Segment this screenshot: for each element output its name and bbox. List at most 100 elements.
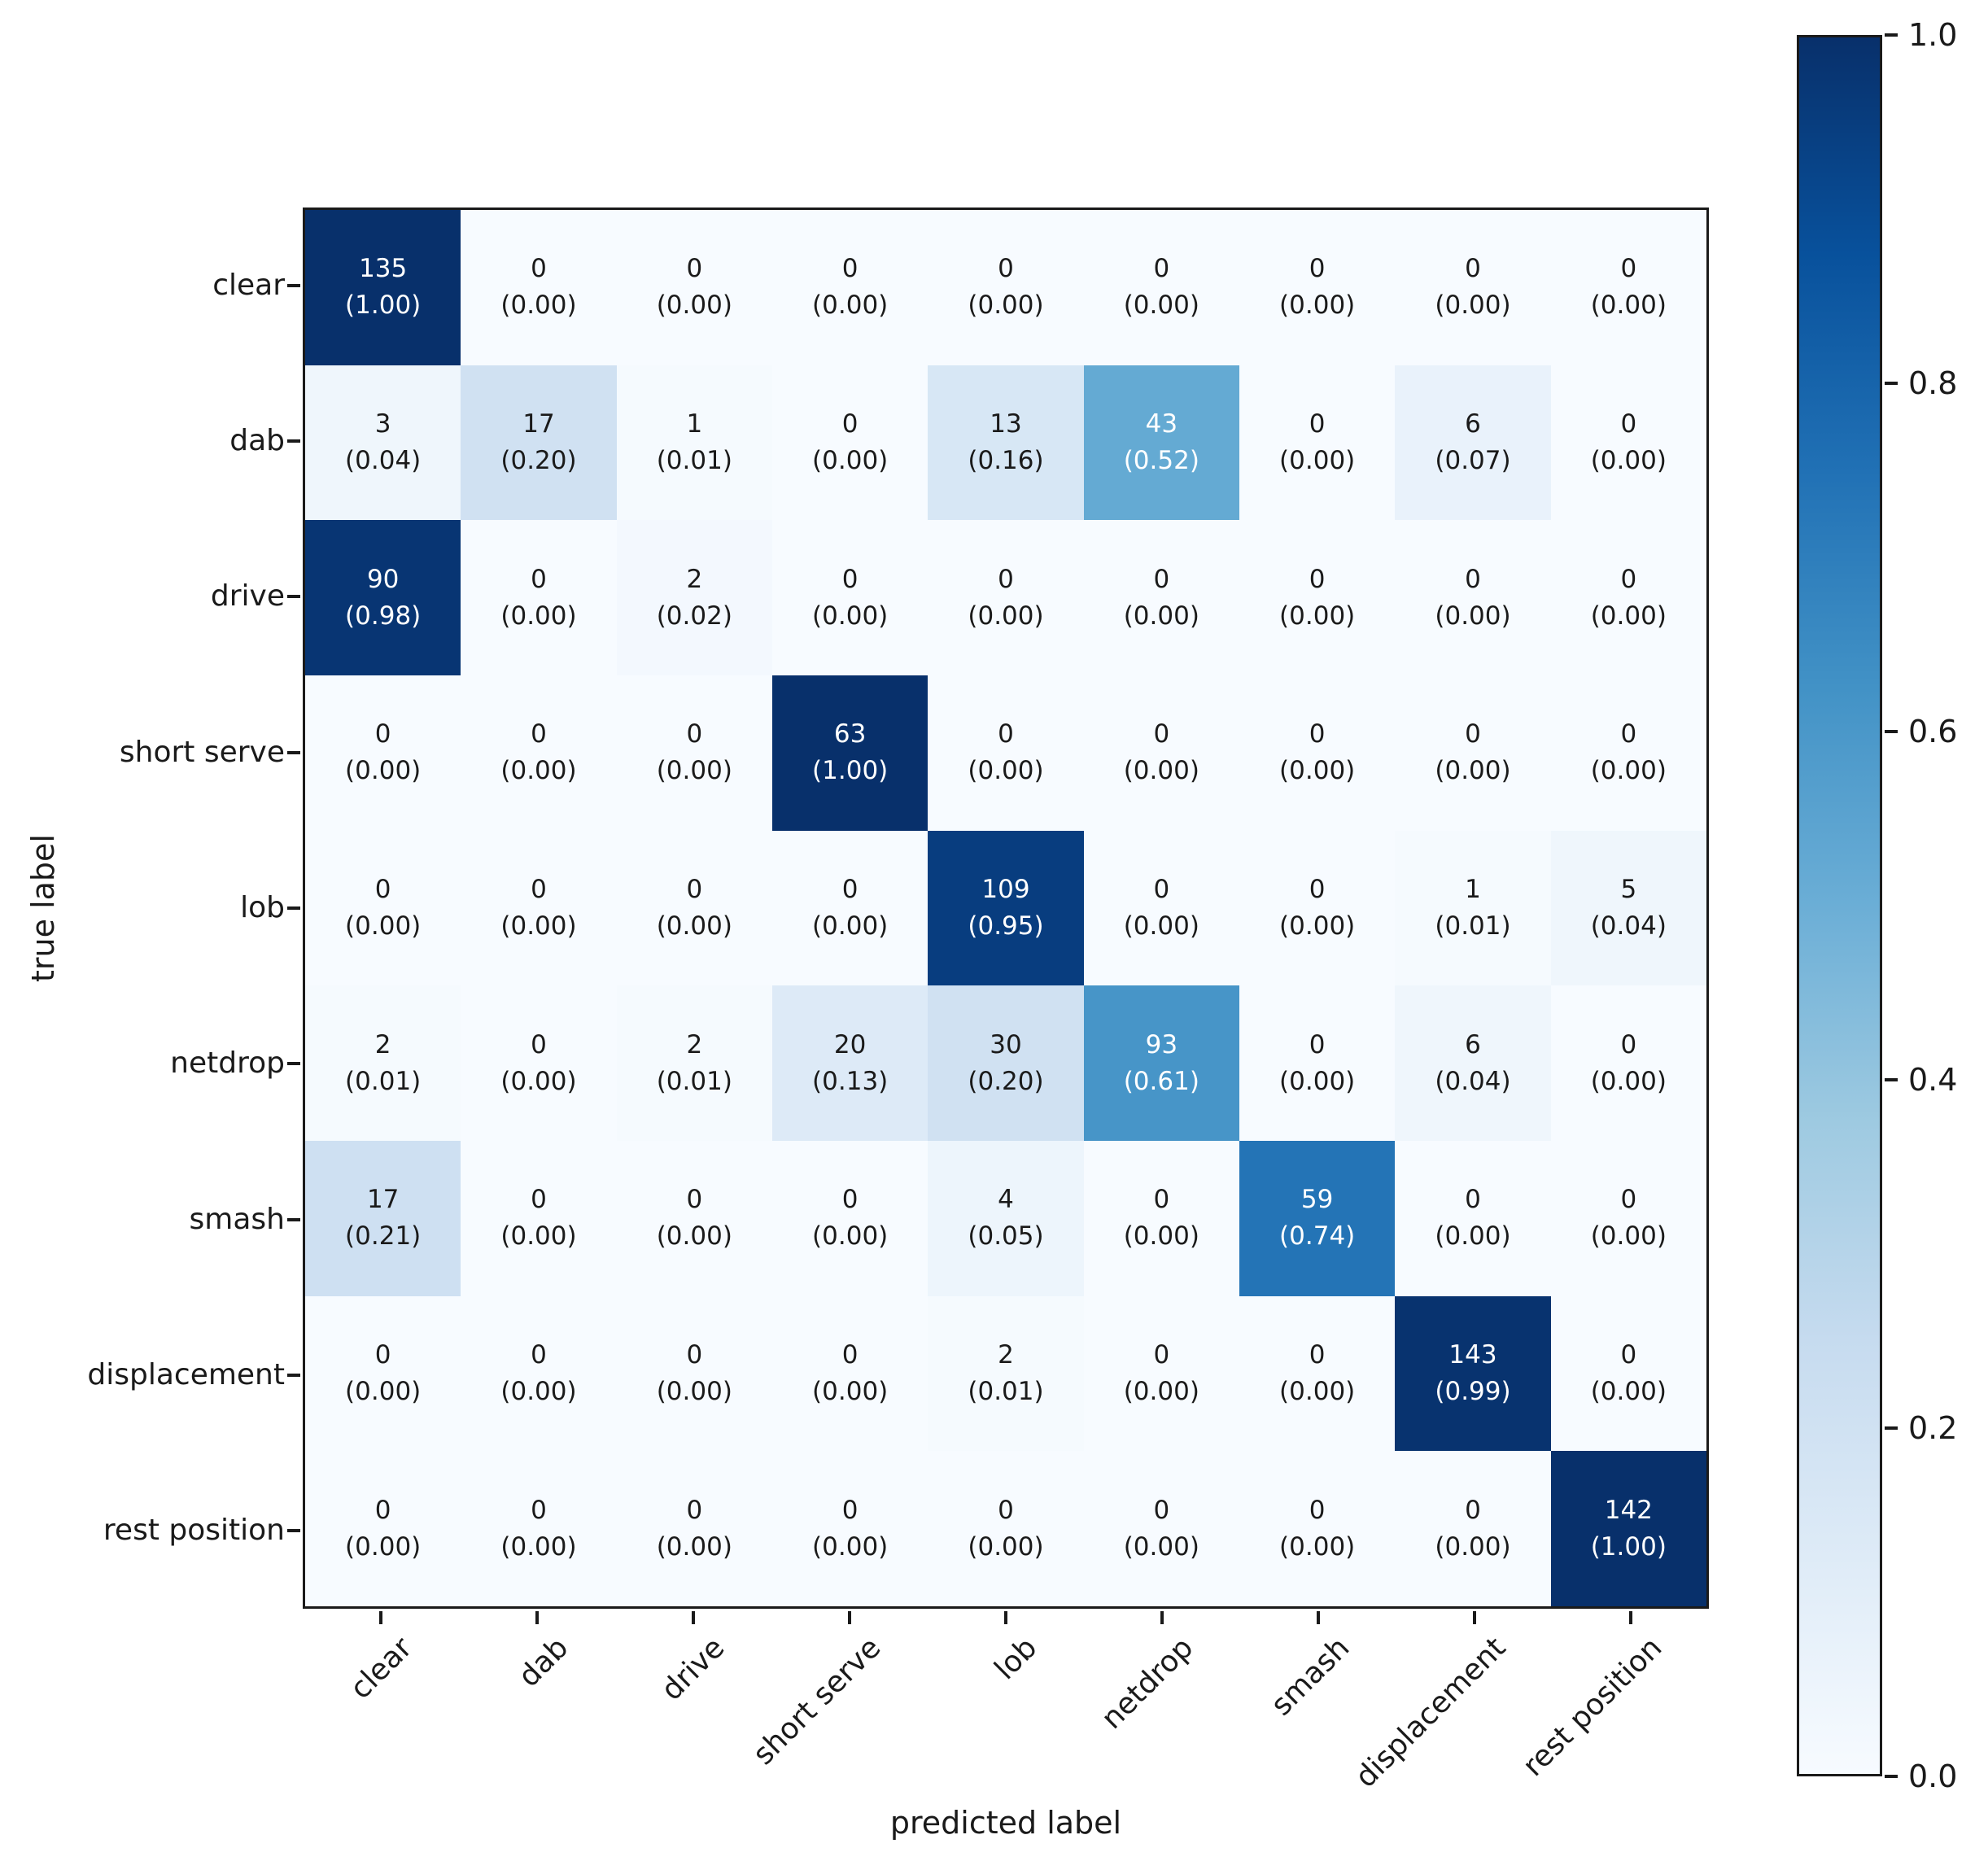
cell-count: 0: [1465, 564, 1481, 594]
matrix-cell: 0 (0.00): [1083, 675, 1239, 831]
matrix-cell: 0 (0.00): [461, 985, 617, 1141]
matrix-cell: 2 (0.01): [616, 985, 772, 1141]
cell-count: 0: [1620, 564, 1637, 594]
cell-count: 0: [1153, 719, 1170, 749]
cell-ratio: (0.00): [500, 1376, 577, 1406]
matrix-cell: 109 (0.95): [928, 830, 1084, 986]
y-tick: [287, 283, 300, 287]
matrix-cell: 0 (0.00): [1239, 1295, 1396, 1452]
y-tick: [287, 439, 300, 443]
cell-count: 0: [1153, 874, 1170, 904]
cell-count: 4: [998, 1185, 1014, 1215]
cell-ratio: (0.01): [968, 1376, 1044, 1406]
cell-ratio: (0.00): [1279, 756, 1356, 786]
cell-ratio: (0.04): [1590, 911, 1667, 941]
cell-count: 0: [841, 1495, 859, 1525]
cell-ratio: (0.95): [968, 911, 1044, 941]
y-tick-label: netdrop: [170, 1046, 285, 1081]
matrix-cell: 0 (0.00): [771, 210, 928, 365]
cell-count: 17: [366, 1185, 400, 1215]
matrix-cell: 0 (0.00): [1239, 520, 1396, 675]
cell-ratio: (0.00): [500, 1066, 577, 1096]
cell-count: 0: [1309, 874, 1326, 904]
cell-ratio: (0.01): [345, 1066, 422, 1096]
cell-count: 142: [1604, 1495, 1653, 1525]
cell-ratio: (0.00): [1279, 1376, 1356, 1406]
y-tick: [287, 1374, 300, 1377]
matrix-cell: 4 (0.05): [928, 1141, 1084, 1296]
cell-ratio: (0.00): [1435, 601, 1511, 631]
cell-ratio: (0.52): [1123, 445, 1199, 475]
matrix-cell: 0 (0.00): [461, 520, 617, 675]
matrix-cell: 0 (0.00): [1395, 675, 1551, 831]
matrix-cell: 59 (0.74): [1239, 1141, 1396, 1296]
cell-ratio: (0.00): [812, 1531, 889, 1562]
matrix-cell: 0 (0.00): [771, 1141, 928, 1296]
cell-ratio: (0.00): [968, 1531, 1044, 1562]
x-tick: [1317, 1611, 1320, 1624]
cell-count: 0: [1153, 1339, 1170, 1370]
cell-count: 0: [998, 564, 1014, 594]
cell-count: 0: [1465, 254, 1481, 284]
cell-count: 0: [531, 254, 547, 284]
x-tick: [1004, 1611, 1007, 1624]
matrix-cell: 135 (1.00): [305, 210, 461, 365]
matrix-cell: 0 (0.00): [461, 830, 617, 986]
cell-count: 0: [841, 408, 859, 439]
y-tick-label: smash: [189, 1202, 285, 1236]
matrix-cell: 93 (0.61): [1083, 985, 1239, 1141]
matrix-cell: 0 (0.00): [461, 1141, 617, 1296]
matrix-cell: 0 (0.00): [1239, 365, 1396, 521]
colorbar-tick: [1885, 730, 1898, 733]
cell-count: 0: [1309, 564, 1326, 594]
cell-count: 2: [998, 1339, 1014, 1370]
cell-count: 0: [1620, 719, 1637, 749]
cell-ratio: (0.00): [1590, 445, 1667, 475]
cell-count: 0: [1309, 1339, 1326, 1370]
cell-count: 0: [1309, 1495, 1326, 1525]
cell-ratio: (0.00): [968, 291, 1044, 321]
cell-count: 0: [531, 564, 547, 594]
cell-ratio: (0.00): [812, 291, 889, 321]
x-tick: [379, 1611, 382, 1624]
cell-ratio: (0.00): [1435, 1221, 1511, 1252]
cell-count: 0: [374, 1495, 391, 1525]
y-tick-label: rest position: [103, 1514, 285, 1548]
cell-count: 0: [374, 719, 391, 749]
colorbar-tick-label: 0.2: [1908, 1410, 1958, 1446]
matrix-cell: 0 (0.00): [928, 210, 1084, 365]
cell-ratio: (0.00): [656, 1376, 732, 1406]
matrix-cell: 2 (0.01): [305, 985, 461, 1141]
cell-ratio: (0.00): [1279, 1066, 1356, 1096]
cell-count: 0: [1620, 1029, 1637, 1059]
matrix-cell: 0 (0.00): [305, 1295, 461, 1452]
cell-count: 0: [374, 1339, 391, 1370]
colorbar-tick-label: 0.8: [1908, 365, 1958, 401]
cell-ratio: (0.00): [656, 291, 732, 321]
matrix-cell: 6 (0.07): [1395, 365, 1551, 521]
matrix-cell: 17 (0.21): [305, 1141, 461, 1296]
cell-count: 3: [374, 408, 391, 439]
matrix-cell: 0 (0.00): [461, 1295, 617, 1452]
matrix-cell: 2 (0.01): [928, 1295, 1084, 1452]
cell-ratio: (0.00): [345, 911, 422, 941]
cell-count: 0: [686, 1339, 703, 1370]
cell-count: 0: [1620, 408, 1637, 439]
cell-ratio: (0.00): [1590, 1376, 1667, 1406]
cell-count: 0: [1309, 1029, 1326, 1059]
matrix-cell: 0 (0.00): [305, 830, 461, 986]
cell-count: 0: [1309, 254, 1326, 284]
cell-count: 1: [686, 408, 703, 439]
cell-ratio: (0.61): [1123, 1066, 1199, 1096]
matrix-cell: 0 (0.00): [1083, 1141, 1239, 1296]
cell-ratio: (0.00): [1279, 911, 1356, 941]
cell-ratio: (0.00): [1590, 756, 1667, 786]
cell-count: 0: [998, 719, 1014, 749]
cell-count: 0: [1620, 1185, 1637, 1215]
cell-ratio: (0.98): [345, 601, 422, 631]
cell-count: 0: [998, 1495, 1014, 1525]
matrix-cell: 17 (0.20): [461, 365, 617, 521]
cell-count: 13: [990, 408, 1022, 439]
x-tick: [848, 1611, 851, 1624]
